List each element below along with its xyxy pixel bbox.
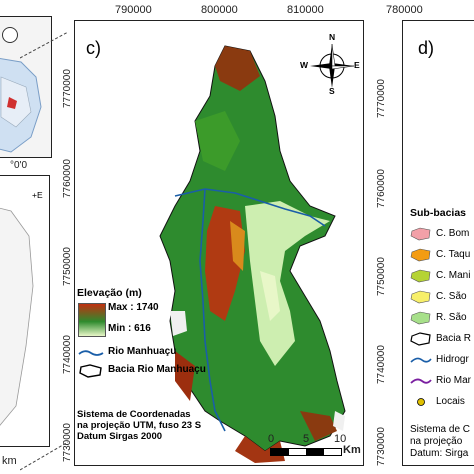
x-tick-790000: 790000 — [115, 4, 152, 16]
compass-e: E — [354, 60, 360, 70]
rio-manhuacu-line — [174, 188, 326, 432]
legend-label-bacia: Bacia R — [436, 333, 472, 344]
legend-label-locais: Locais — [436, 396, 465, 407]
y-tick-d-7730000: 7730000 — [376, 427, 387, 466]
legend-swatch-bacia — [410, 332, 432, 346]
river-legend-icon — [78, 350, 104, 356]
elevation-max-label: Max : 1740 — [108, 302, 159, 313]
map-frame-c — [74, 20, 364, 466]
panel-d-label: d) — [418, 38, 435, 58]
compass-rose-icon — [310, 43, 355, 88]
legend-label-hidrogr: Hidrogr — [436, 354, 469, 365]
crs-d-line-3: Datum: Sirga — [410, 448, 469, 459]
panel-c: 790000 800000 810000 7770000 7760000 775… — [62, 0, 364, 474]
scale-tick-0: 0 — [268, 433, 275, 445]
map-frame-d — [402, 20, 474, 466]
legend-label-c-sao: C. São — [436, 291, 467, 302]
legend-swatch-hidrogr — [410, 353, 432, 367]
legend-label-r-sao: R. São — [436, 312, 467, 323]
y-tick-d-7740000: 7740000 — [376, 345, 387, 384]
leader-line-top — [20, 31, 69, 59]
left-fragment: °0'0 +E km — [0, 0, 70, 474]
subbasins-legend-title: Sub-bacias — [410, 207, 467, 219]
scale-tick-5: 5 — [303, 433, 310, 445]
x-tick-800000: 800000 — [201, 4, 238, 16]
compass-mini-icon — [2, 27, 18, 43]
legend-swatch-c-taqu — [410, 248, 432, 262]
compass-w: W — [300, 60, 309, 70]
basin-legend-icon — [79, 364, 102, 378]
basin-legend-label: Bacia Rio Manhuaçu — [108, 364, 206, 375]
compass-n: N — [329, 32, 336, 42]
panel-d: 780000 7770000 7760000 7750000 7740000 7… — [374, 0, 474, 474]
crs-d-line-2: na projeção — [410, 436, 463, 447]
scale-tick-10: 10 — [334, 433, 347, 445]
x-tick-810000: 810000 — [287, 4, 324, 16]
legend-swatch-c-mani — [410, 269, 432, 283]
crs-line-3: Datum Sirgas 2000 — [77, 431, 163, 442]
crs-d-line-1: Sistema de C — [410, 424, 471, 435]
y-tick-d-7750000: 7750000 — [376, 257, 387, 296]
legend-swatch-rio — [410, 374, 432, 388]
legend-swatch-c-bom — [410, 227, 432, 241]
compass-s: S — [329, 86, 335, 96]
panel-c-label: c) — [86, 38, 101, 58]
elevation-min-label: Min : 616 — [108, 323, 151, 334]
scale-unit: Km — [343, 444, 361, 456]
crs-line-1: Sistema de Coordenadas — [77, 409, 191, 420]
inset-map-fragment — [0, 175, 50, 447]
y-tick-d-7770000: 7770000 — [376, 79, 387, 118]
legend-swatch-locais — [410, 395, 432, 409]
scale-bar — [270, 448, 342, 456]
legend-swatch-c-sao — [410, 290, 432, 304]
legend-label-c-bom: C. Bom — [436, 228, 470, 239]
y-tick-7760000: 7760000 — [62, 159, 73, 198]
river-legend-label: Rio Manhuaçu — [108, 346, 177, 357]
locator-map-shape — [0, 57, 42, 153]
y-tick-7770000: 7770000 — [62, 69, 73, 108]
side-text: +E — [32, 190, 43, 200]
elevation-map — [159, 45, 346, 463]
legend-label-rio: Rio Mar — [436, 375, 472, 386]
inset-map-shape — [0, 207, 34, 426]
y-tick-7730000: 7730000 — [62, 423, 73, 462]
crs-line-2: na projeção UTM, fuso 23 S — [77, 420, 202, 431]
legend-label-c-taqu: C. Taqu — [436, 249, 471, 260]
y-tick-7750000: 7750000 — [62, 247, 73, 286]
leader-line-bottom — [20, 441, 69, 471]
x-tick-780000: 780000 — [386, 4, 423, 16]
coord-label: °0'0 — [10, 160, 28, 171]
scale-unit-left: km — [2, 455, 17, 467]
y-tick-d-7760000: 7760000 — [376, 169, 387, 208]
elevation-gradient-swatch — [78, 303, 106, 337]
legend-label-c-mani: C. Mani — [436, 270, 471, 281]
y-tick-7740000: 7740000 — [62, 335, 73, 374]
elevation-legend-title: Elevação (m) — [77, 287, 142, 299]
legend-swatch-r-sao — [410, 311, 432, 325]
locator-map-fragment — [0, 16, 52, 158]
